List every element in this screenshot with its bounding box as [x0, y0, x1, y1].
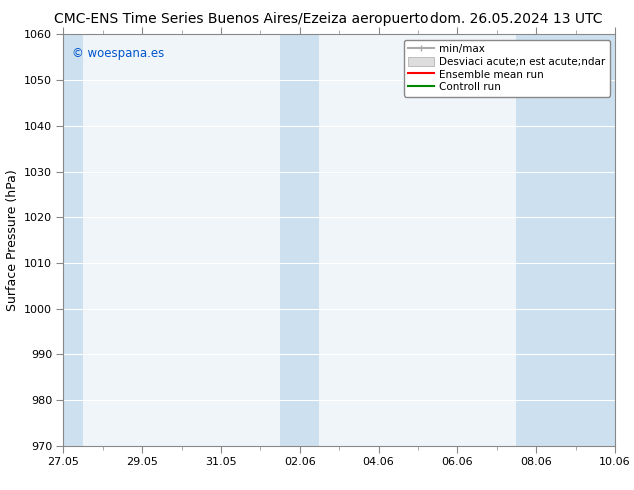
Y-axis label: Surface Pressure (hPa): Surface Pressure (hPa) [6, 169, 18, 311]
Text: CMC-ENS Time Series Buenos Aires/Ezeiza aeropuerto: CMC-ENS Time Series Buenos Aires/Ezeiza … [54, 12, 428, 26]
Bar [517, 34, 634, 446]
Legend: min/max, Desviaci acute;n est acute;ndar, Ensemble mean run, Controll run: min/max, Desviaci acute;n est acute;ndar… [404, 40, 610, 97]
Bar [44, 34, 83, 446]
Text: © woespana.es: © woespana.es [72, 47, 164, 60]
Bar [280, 34, 320, 446]
Text: dom. 26.05.2024 13 UTC: dom. 26.05.2024 13 UTC [430, 12, 602, 26]
